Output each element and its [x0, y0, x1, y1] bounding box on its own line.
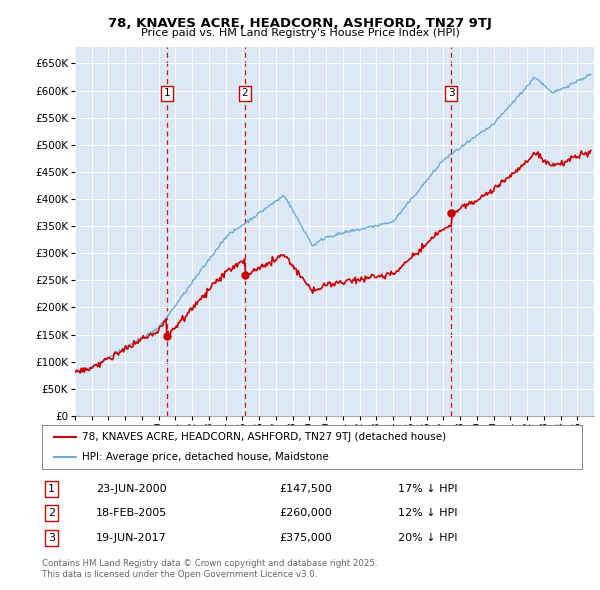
- Text: 20% ↓ HPI: 20% ↓ HPI: [398, 533, 458, 543]
- Text: 78, KNAVES ACRE, HEADCORN, ASHFORD, TN27 9TJ: 78, KNAVES ACRE, HEADCORN, ASHFORD, TN27…: [108, 17, 492, 30]
- Text: Contains HM Land Registry data © Crown copyright and database right 2025.
This d: Contains HM Land Registry data © Crown c…: [42, 559, 377, 579]
- Text: 18-FEB-2005: 18-FEB-2005: [96, 509, 167, 518]
- Text: 12% ↓ HPI: 12% ↓ HPI: [398, 509, 458, 518]
- Text: 23-JUN-2000: 23-JUN-2000: [96, 484, 167, 494]
- Text: HPI: Average price, detached house, Maidstone: HPI: Average price, detached house, Maid…: [83, 452, 329, 462]
- Text: 3: 3: [448, 88, 455, 99]
- Text: £260,000: £260,000: [280, 509, 332, 518]
- Text: £375,000: £375,000: [280, 533, 332, 543]
- Text: 19-JUN-2017: 19-JUN-2017: [96, 533, 167, 543]
- Text: 2: 2: [241, 88, 248, 99]
- Text: £147,500: £147,500: [280, 484, 332, 494]
- Text: 3: 3: [48, 533, 55, 543]
- Text: 78, KNAVES ACRE, HEADCORN, ASHFORD, TN27 9TJ (detached house): 78, KNAVES ACRE, HEADCORN, ASHFORD, TN27…: [83, 432, 446, 442]
- Text: 17% ↓ HPI: 17% ↓ HPI: [398, 484, 458, 494]
- Text: 2: 2: [48, 509, 55, 518]
- Text: Price paid vs. HM Land Registry's House Price Index (HPI): Price paid vs. HM Land Registry's House …: [140, 28, 460, 38]
- Text: 1: 1: [163, 88, 170, 99]
- Text: 1: 1: [48, 484, 55, 494]
